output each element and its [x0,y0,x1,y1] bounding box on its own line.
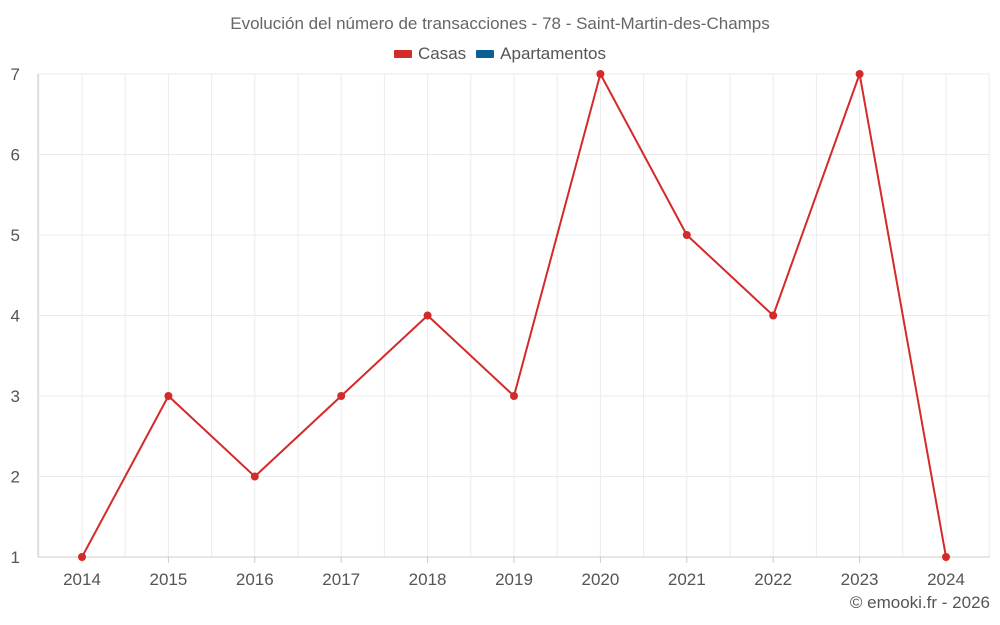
x-tick-label: 2016 [236,570,274,589]
chart-title: Evolución del número de transacciones - … [230,14,770,33]
data-point [250,472,259,481]
data-point [510,392,518,400]
legend-label-apartamentos: Apartamentos [500,44,607,63]
legend-item-casas[interactable]: Casas [393,44,467,64]
data-point [164,392,173,400]
legend-label-casas: Casas [417,44,467,63]
legend-item-apartamentos[interactable]: Apartamentos [476,44,606,64]
credit-text: © emooki.fr - 2026 [849,593,990,612]
x-tick-label: 2024 [927,570,965,589]
data-point [682,231,691,239]
data-point [78,553,86,561]
x-tick-label: 2022 [754,570,792,589]
x-tick-label: 2017 [322,570,360,589]
x-tick-label: 2023 [841,570,879,589]
legend: Casas Apartamentos [0,44,1000,64]
legend-swatch-apartamentos [476,50,495,58]
x-tick-label: 2021 [668,570,706,589]
y-tick-label: 2 [11,468,20,487]
data-point [855,70,864,78]
x-tick-label: 2014 [63,570,101,589]
y-tick-label: 3 [11,387,20,406]
y-tick-label: 7 [11,65,20,84]
x-tick-label: 2020 [581,570,619,589]
x-tick-label: 2018 [409,570,447,589]
x-tick-label: 2015 [149,570,187,589]
x-tick-label: 2019 [495,570,533,589]
y-tick-label: 6 [11,146,20,165]
data-point [337,392,346,400]
data-point [423,311,432,320]
legend-swatch-casas [393,50,412,58]
y-tick-label: 4 [11,307,20,326]
data-point [942,553,950,561]
y-tick-label: 5 [11,226,20,245]
data-point [769,311,778,320]
y-tick-label: 1 [11,548,20,567]
data-point [596,70,605,78]
